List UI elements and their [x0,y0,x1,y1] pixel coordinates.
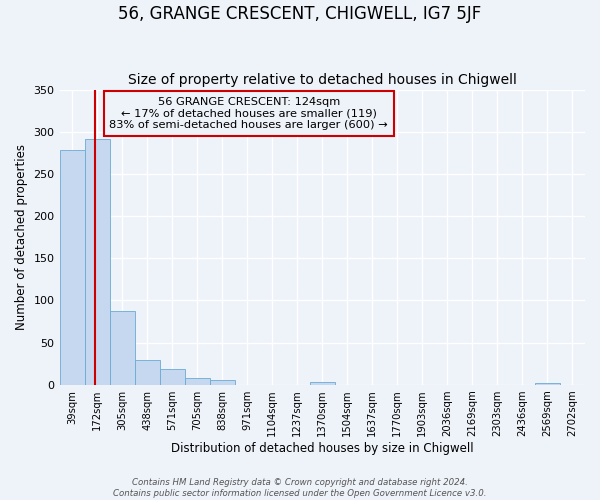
X-axis label: Distribution of detached houses by size in Chigwell: Distribution of detached houses by size … [171,442,473,455]
Bar [110,310,134,385]
Title: Size of property relative to detached houses in Chigwell: Size of property relative to detached ho… [128,73,517,87]
Y-axis label: Number of detached properties: Number of detached properties [15,144,28,330]
Bar [59,150,85,385]
Bar [134,360,160,385]
Text: Contains HM Land Registry data © Crown copyright and database right 2024.
Contai: Contains HM Land Registry data © Crown c… [113,478,487,498]
Text: 56, GRANGE CRESCENT, CHIGWELL, IG7 5JF: 56, GRANGE CRESCENT, CHIGWELL, IG7 5JF [118,5,482,23]
Bar [160,369,185,385]
Bar [209,380,235,385]
Bar [85,140,110,385]
Bar [535,383,560,385]
Bar [310,382,335,385]
Text: 56 GRANGE CRESCENT: 124sqm
← 17% of detached houses are smaller (119)
83% of sem: 56 GRANGE CRESCENT: 124sqm ← 17% of deta… [109,97,388,130]
Bar [185,378,209,385]
